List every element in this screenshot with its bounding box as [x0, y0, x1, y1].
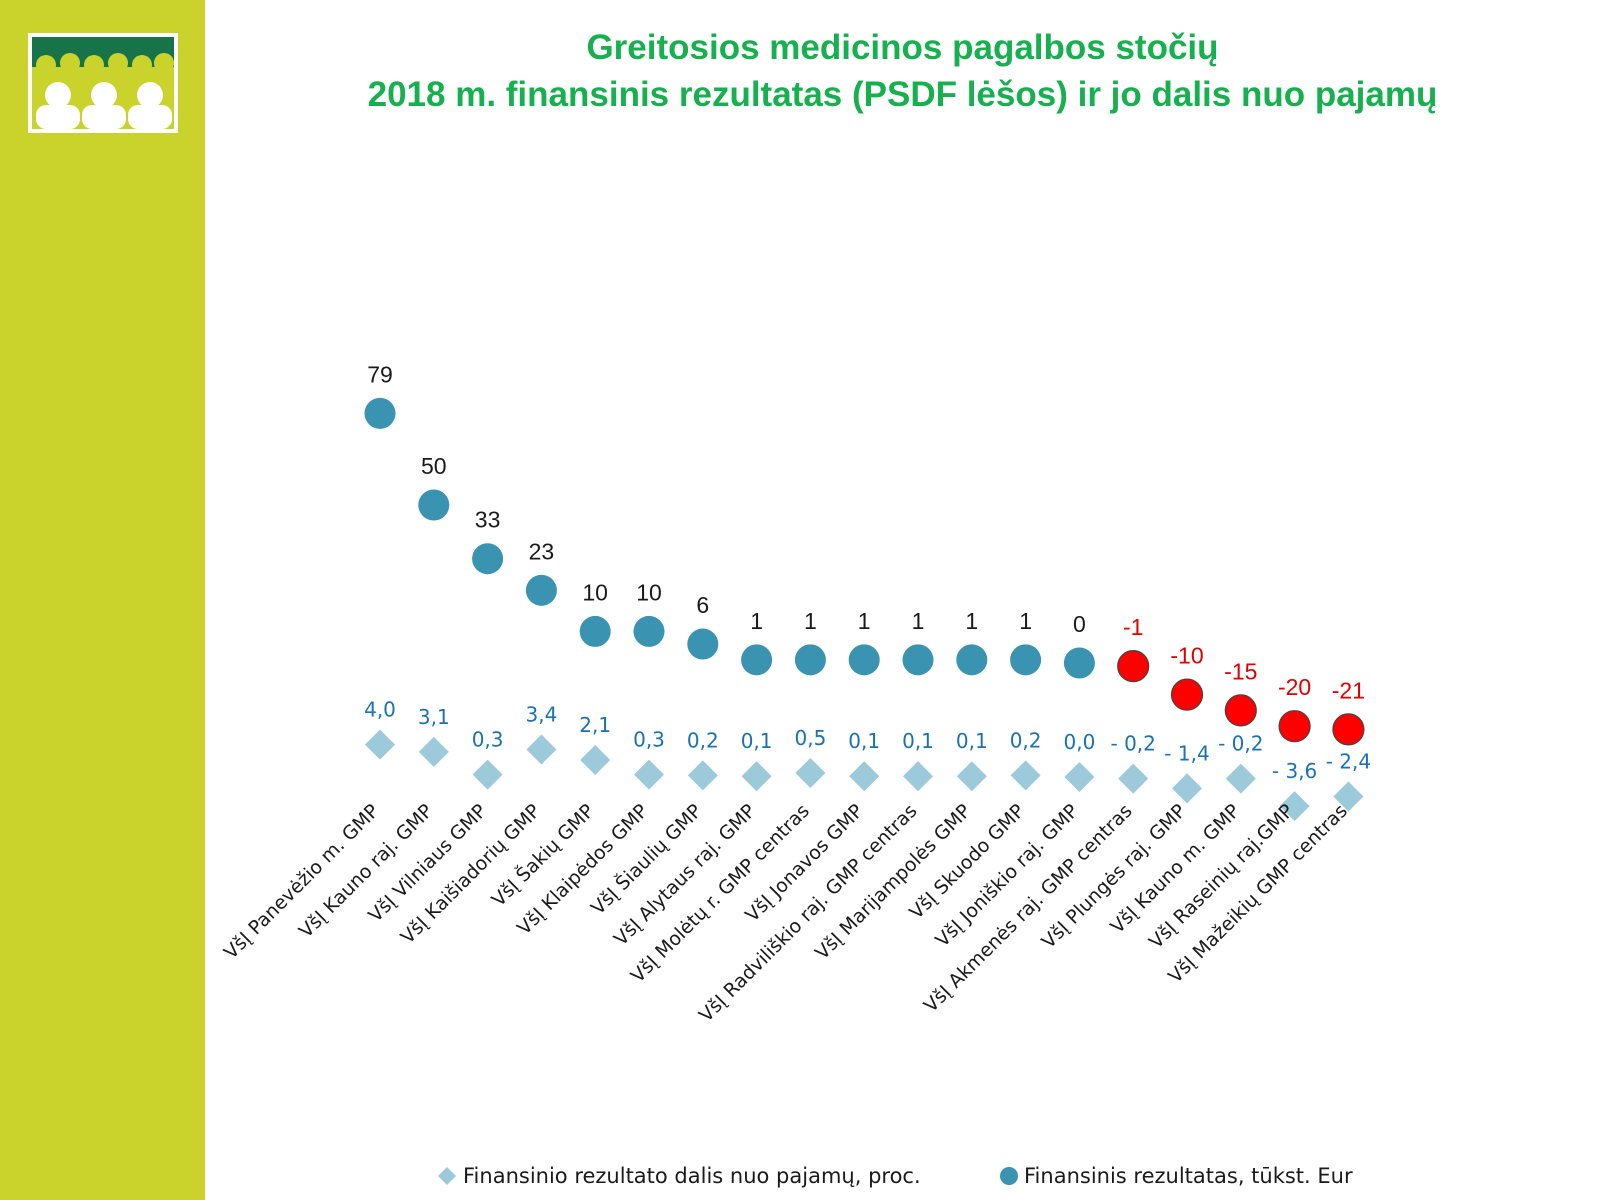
pct-point [1225, 763, 1256, 794]
result-data-label: -1 [1123, 614, 1143, 640]
pct-data-label: 4,0 [364, 698, 396, 722]
title-line-2: 2018 m. finansinis rezultatas (PSDF lėšo… [367, 75, 1438, 114]
result-data-label: -10 [1170, 643, 1203, 669]
pct-point [1333, 781, 1364, 812]
result-point [1170, 678, 1204, 711]
pct-data-label: 0,1 [741, 729, 773, 753]
pct-point [903, 761, 933, 792]
legend-label-result: Finansinis rezultatas, tūkst. Eur [1024, 1164, 1353, 1188]
pct-data-label: 0,5 [794, 726, 826, 750]
result-data-label: 6 [696, 592, 709, 618]
pct-data-label: 0,1 [902, 729, 934, 753]
pct-point [687, 760, 718, 791]
sidebar-band [0, 0, 205, 1200]
pct-point [956, 761, 987, 792]
pct-data-label: 0,3 [633, 728, 665, 752]
pct-point [849, 761, 880, 792]
result-point [902, 644, 934, 676]
pct-data-label: 0,2 [687, 728, 719, 752]
result-data-label: 10 [636, 579, 662, 605]
pct-point [1010, 760, 1041, 791]
result-data-label: -15 [1224, 658, 1257, 684]
pct-point [795, 757, 826, 788]
pct-data-label: 0,1 [848, 729, 880, 753]
result-data-label: 1 [858, 608, 871, 634]
legend-label-pct: Finansinio rezultato dalis nuo pajamų, p… [463, 1164, 921, 1188]
pct-data-label: 3,1 [418, 705, 450, 729]
result-point [1332, 713, 1365, 746]
result-point [1224, 694, 1257, 727]
pct-data-label: - 1,4 [1164, 741, 1209, 765]
pct-data-label: - 3,6 [1272, 759, 1317, 783]
result-point [1117, 650, 1150, 683]
result-point [1278, 710, 1311, 743]
result-data-label: 1 [750, 608, 763, 634]
pct-point [526, 734, 557, 765]
page-title: Greitosios medicinos pagalbos stočių 201… [205, 24, 1600, 118]
pct-point [741, 761, 772, 792]
result-point [579, 615, 611, 647]
logo-people-icon [32, 37, 174, 129]
pct-data-label: - 2,4 [1326, 749, 1371, 773]
result-point [687, 628, 719, 660]
logo [28, 33, 178, 133]
pct-point [634, 759, 664, 790]
title-line-1: Greitosios medicinos pagalbos stočių [586, 28, 1219, 67]
pct-point [1172, 773, 1202, 804]
result-point [364, 397, 396, 429]
pct-point [418, 736, 449, 767]
result-data-label: -21 [1332, 677, 1365, 703]
result-data-label: 79 [367, 361, 393, 387]
pct-point [1118, 763, 1149, 794]
result-point [633, 615, 665, 647]
result-data-label: 33 [475, 507, 501, 533]
result-data-label: 50 [421, 453, 447, 479]
result-point [1010, 644, 1042, 676]
legend-diamond-icon [438, 1167, 456, 1185]
pct-data-label: - 0,2 [1111, 732, 1156, 756]
pct-data-label: 0,2 [1010, 728, 1042, 752]
result-data-label: -20 [1278, 674, 1311, 700]
result-data-label: 10 [582, 579, 608, 605]
result-point [418, 489, 450, 521]
result-point [741, 644, 773, 676]
result-point [472, 543, 504, 575]
result-point [794, 644, 826, 676]
pct-point [1064, 762, 1095, 792]
pct-data-label: 0,1 [956, 729, 988, 753]
result-point [525, 574, 557, 606]
pct-data-label: 2,1 [579, 713, 611, 737]
pct-point [472, 759, 503, 790]
pct-data-label: 3,4 [525, 702, 557, 726]
result-data-label: 1 [804, 608, 817, 634]
result-data-label: 0 [1073, 611, 1086, 637]
pct-data-label: - 0,2 [1218, 732, 1263, 756]
pct-data-label: 0,0 [1063, 730, 1095, 754]
result-data-label: 23 [529, 538, 555, 564]
legend-circle-icon [1000, 1167, 1018, 1185]
result-point [848, 644, 880, 676]
pct-point [365, 729, 395, 760]
pct-point [1279, 791, 1310, 822]
result-data-label: 1 [965, 608, 978, 634]
pct-point [580, 744, 611, 775]
result-data-label: 1 [1019, 608, 1032, 634]
result-data-label: 1 [912, 608, 925, 634]
result-point [956, 644, 988, 676]
result-point [1063, 647, 1095, 679]
pct-data-label: 0,3 [472, 728, 504, 752]
